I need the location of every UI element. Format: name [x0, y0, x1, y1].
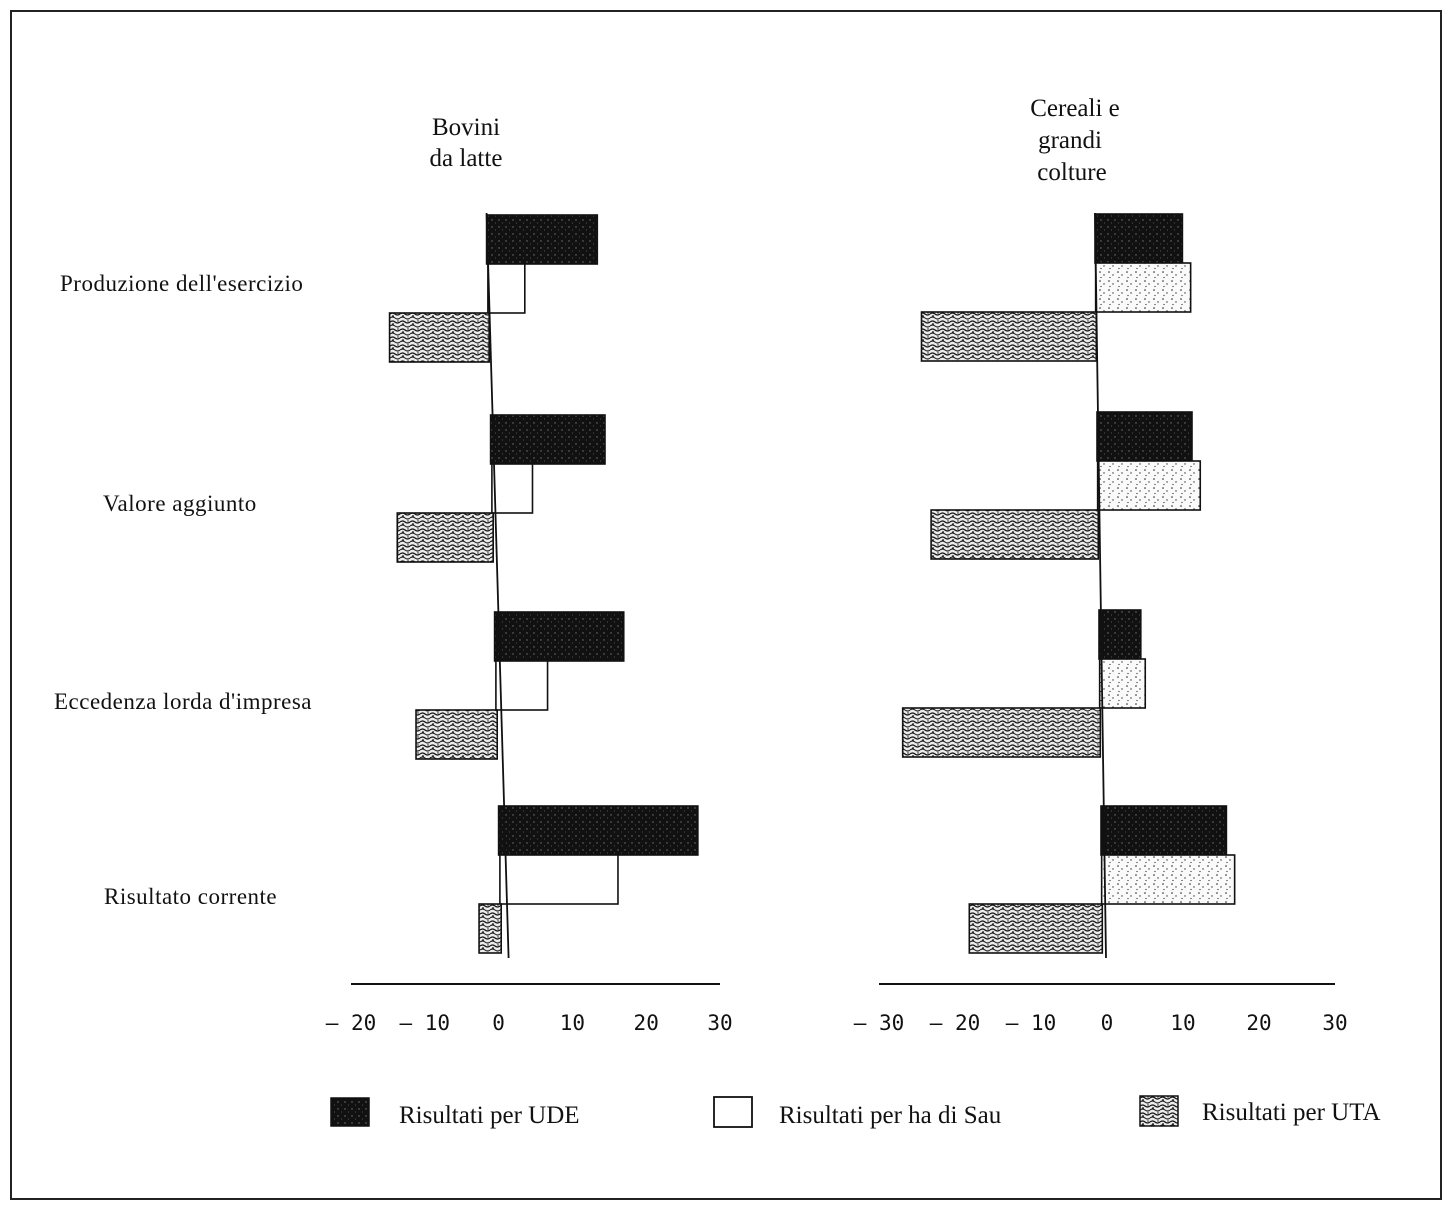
x-tick-label: 10: [560, 1011, 585, 1035]
x-tick-label: – 30: [854, 1011, 905, 1035]
x-tick-label: – 20: [930, 1011, 981, 1035]
bar-uta: [388, 312, 491, 363]
bar-ude: [1100, 805, 1228, 856]
x-tick-label: 30: [707, 1011, 732, 1035]
x-tick-label: 20: [634, 1011, 659, 1035]
bar-sau: [495, 660, 549, 711]
x-tick-label: 0: [1101, 1011, 1114, 1035]
bar-sau: [487, 263, 526, 314]
x-tick-label: – 10: [400, 1011, 451, 1035]
panel-title-line: da latte: [430, 145, 503, 172]
zero-line: [1094, 212, 1107, 959]
x-tick-label: 10: [1170, 1011, 1195, 1035]
panel-title-line: Cereali e: [1030, 95, 1120, 122]
bar-ude: [485, 214, 599, 265]
x-tick-label: – 10: [1006, 1011, 1057, 1035]
bar-uta: [901, 707, 1102, 758]
legend-label-ude: Risultati per UDE: [399, 1102, 580, 1129]
panel-title-cereali: Cereali e grandi colture: [1030, 95, 1120, 186]
bar-ude: [1096, 411, 1193, 462]
bar-uta: [396, 512, 495, 563]
bar-sau: [1100, 854, 1236, 905]
legend-swatch-sau: [713, 1096, 753, 1128]
bar-ude: [1098, 609, 1142, 660]
bar-uta: [415, 709, 498, 760]
panel-title-bovini: Bovini da latte: [430, 114, 503, 172]
bar-uta: [930, 509, 1100, 560]
x-tick-label: 20: [1246, 1011, 1271, 1035]
panel-title-line: Bovini: [432, 114, 500, 141]
legend-label-sau: Risultati per ha di Sau: [779, 1102, 1002, 1129]
axes-layer: – 20 – 10 0 10 20 30 – 30 – 20 – 10 0 10 20 30: [326, 212, 1348, 1035]
bar-sau: [1094, 262, 1192, 313]
bar-ude: [1094, 213, 1184, 264]
bar-sau: [499, 854, 619, 905]
category-label-produzione: Produzione dell'esercizio: [60, 271, 303, 296]
legend: Risultati per UDE Risultati per ha di Sa…: [330, 1095, 1381, 1129]
category-label-valore: Valore aggiunto: [103, 491, 257, 516]
bar-uta: [968, 903, 1104, 954]
legend-label-uta: Risultati per UTA: [1202, 1099, 1381, 1126]
figure-frame: [10, 10, 1442, 1200]
bars-layer: [388, 213, 1236, 954]
bar-sau: [1098, 658, 1147, 709]
category-label-eccedenza: Eccedenza lorda d'impresa: [54, 689, 312, 714]
bar-ude: [489, 414, 606, 465]
bar-ude: [493, 611, 625, 662]
zero-line: [485, 212, 510, 959]
legend-swatch-uta: [1139, 1095, 1179, 1127]
category-label-risultato: Risultato corrente: [104, 884, 277, 909]
bar-ude: [497, 805, 699, 856]
panel-title-line: grandi: [1038, 127, 1102, 154]
bar-sau: [1096, 460, 1202, 511]
bar-sau: [491, 463, 534, 514]
panel-title-line: colture: [1037, 159, 1106, 186]
legend-swatch-ude: [330, 1097, 370, 1127]
bar-uta: [920, 311, 1098, 362]
x-tick-label: – 20: [326, 1011, 377, 1035]
x-tick-label: 0: [492, 1011, 505, 1035]
x-tick-label: 30: [1322, 1011, 1347, 1035]
bar-uta: [478, 903, 502, 954]
